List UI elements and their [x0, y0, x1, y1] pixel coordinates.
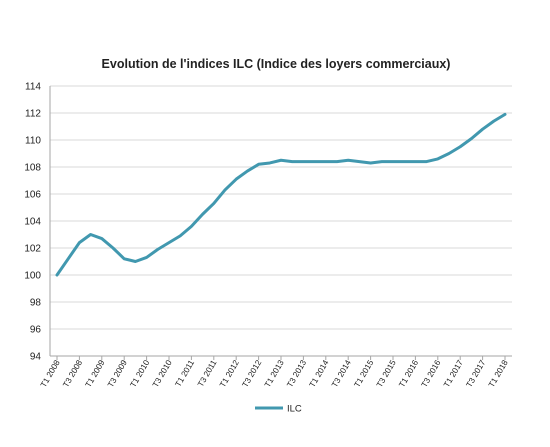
- x-tick-label: T3 2016: [420, 358, 443, 389]
- x-tick-label: T3 2013: [285, 358, 308, 389]
- legend: ILC: [255, 404, 302, 415]
- y-tick-label: 100: [24, 271, 41, 282]
- x-tick-label: T1 2015: [353, 358, 376, 389]
- y-tick-label: 110: [25, 136, 41, 147]
- x-tick-label: T3 2008: [61, 358, 84, 389]
- x-tick-label: T1 2010: [129, 358, 152, 389]
- x-tick-label: T3 2014: [330, 358, 353, 389]
- y-tick-label: 98: [30, 298, 42, 309]
- x-tick-label: T3 2011: [196, 358, 219, 388]
- gridlines: [50, 85, 512, 330]
- series-layer: [55, 112, 507, 277]
- x-tick-label: T1 2012: [218, 358, 241, 389]
- y-tick-label: 112: [25, 109, 41, 120]
- y-axis-tick-labels: 94 96 98 100 102 104 106 108 110 112 114: [24, 82, 41, 363]
- x-tick-label: T1 2017: [442, 358, 465, 389]
- x-tick-label: T1 2011: [174, 358, 197, 388]
- y-tick-label: 114: [25, 82, 41, 93]
- y-tick-label: 104: [24, 217, 41, 228]
- x-tick-label: T1 2014: [308, 358, 331, 389]
- x-tick-label: T3 2015: [375, 358, 398, 389]
- y-tick-label: 94: [30, 352, 42, 363]
- chart-title: Evolution de l'indices ILC (Indice des l…: [102, 57, 451, 71]
- y-tick-label: 108: [24, 163, 41, 174]
- x-tick-label: T1 2016: [397, 358, 420, 389]
- y-tick-label: 96: [30, 325, 42, 336]
- x-tick-label: T1 2013: [263, 358, 286, 389]
- x-tick-label: T3 2009: [106, 358, 129, 389]
- x-tick-label: T3 2017: [465, 358, 488, 389]
- legend-label-ilc: ILC: [287, 404, 302, 415]
- x-tick-label: T3 2010: [151, 358, 174, 389]
- x-tick-label: T1 2018: [487, 358, 510, 389]
- x-tick-label: T3 2012: [241, 358, 264, 389]
- y-tick-label: 102: [24, 244, 41, 255]
- x-tick-label: T1 2009: [84, 358, 107, 389]
- x-axis-tick-labels: T1 2008 T3 2008 T1 2009 T3 2009 T1 2010 T3 20…: [39, 356, 510, 389]
- series-line-ilc: [55, 112, 507, 277]
- x-tick-label: T1 2008: [39, 358, 62, 389]
- y-tick-label: 106: [24, 190, 41, 201]
